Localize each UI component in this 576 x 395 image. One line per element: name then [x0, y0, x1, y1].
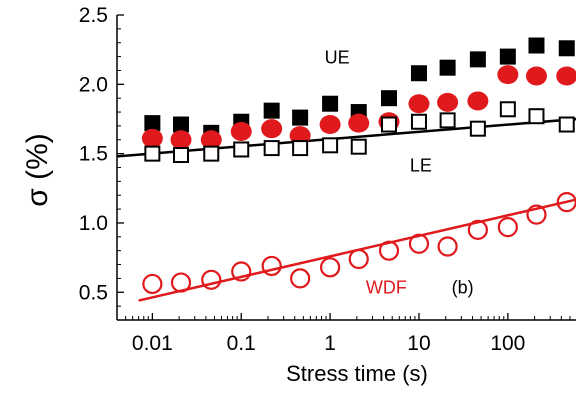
axes [116, 14, 576, 321]
marker-le [233, 141, 250, 158]
marker-wdf [467, 219, 488, 240]
marker-ue-red [525, 66, 547, 86]
marker-wdf [348, 248, 369, 270]
marker-ue-red [319, 115, 341, 135]
marker-le [499, 101, 516, 118]
marker-le [292, 140, 309, 157]
marker-ue-red [230, 121, 252, 141]
marker-wdf [261, 255, 282, 277]
y-tick-label: 1.0 [79, 212, 108, 235]
marker-ue-red [497, 65, 519, 85]
marker-wdf [142, 273, 163, 295]
fit-line-le [117, 117, 576, 158]
marker-ue [144, 115, 161, 132]
x-tick-label: 100 [490, 332, 525, 355]
marker-wdf [320, 257, 341, 278]
marker-ue [558, 40, 575, 57]
marker-le [350, 138, 367, 155]
x-tick-label: 0.1 [227, 332, 256, 355]
marker-ue-red [556, 66, 576, 86]
y-tick-label: 0.5 [79, 281, 108, 304]
marker-ue [322, 95, 339, 112]
marker-wdf [497, 217, 518, 238]
marker-le [203, 145, 220, 162]
marker-wdf [378, 240, 400, 261]
marker-le [263, 140, 280, 157]
x-axis-label: Stress time (s) [286, 361, 428, 386]
marker-le [322, 137, 339, 154]
marker-ue-red [170, 130, 192, 150]
chart-text: Stress time (s) σ (%) 0.5 1.0 1.5 2.0 2.5 0.0… [21, 4, 525, 386]
marker-ue-red [261, 119, 283, 139]
y-tick-label: 2.5 [79, 4, 108, 27]
marker-wdf [170, 272, 192, 293]
marker-le [469, 120, 486, 137]
marker-ue-red [141, 128, 163, 148]
marker-ue [439, 59, 456, 76]
data-markers [141, 37, 576, 295]
marker-le [439, 112, 456, 129]
x-tick-label: 1 [324, 332, 336, 355]
annotation-ue: UE [325, 48, 350, 68]
marker-wdf [201, 269, 222, 290]
annotation-b: (b) [452, 278, 474, 298]
marker-ue [292, 109, 309, 126]
marker-le [558, 116, 575, 133]
annotation-le: LE [410, 156, 432, 176]
marker-ue [528, 37, 545, 54]
marker-ue [410, 65, 427, 82]
marker-le [173, 147, 190, 164]
y-tick-label: 1.5 [79, 143, 108, 166]
x-tick-label: 0.01 [132, 332, 173, 355]
marker-ue [499, 48, 516, 65]
y-tick-label: 2.0 [79, 73, 108, 96]
y-axis-label: σ (%) [21, 133, 54, 207]
annotation-wdf: WDF [366, 278, 407, 298]
marker-le [144, 145, 161, 162]
marker-le [410, 113, 427, 130]
marker-ue-red [437, 92, 459, 112]
marker-ue-red [348, 113, 370, 133]
marker-ue [263, 102, 280, 119]
marker-ue [173, 116, 190, 133]
marker-wdf [437, 236, 458, 257]
marker-ue [469, 51, 486, 68]
marker-wdf [526, 204, 547, 225]
marker-wdf [231, 261, 252, 282]
marker-wdf [290, 268, 311, 289]
marker-ue-red [467, 91, 489, 111]
marker-ue-red [408, 94, 430, 114]
marker-ue [381, 90, 398, 107]
x-tick-label: 10 [407, 332, 430, 355]
marker-ue-red [200, 130, 222, 150]
marker-le [528, 108, 545, 125]
marker-le [381, 116, 398, 133]
marker-wdf [408, 233, 430, 254]
